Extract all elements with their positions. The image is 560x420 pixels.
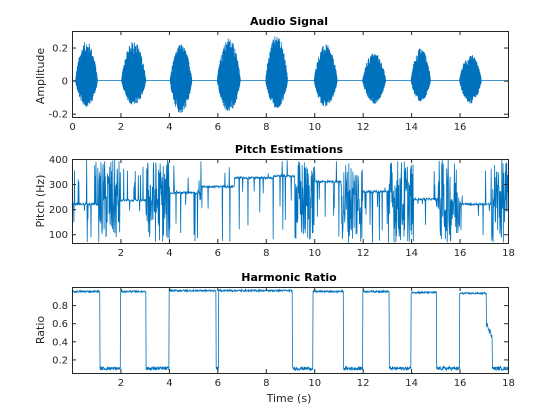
x-tick-label: 14 [405,378,418,389]
audio-burst-3 [169,44,193,114]
pitch-panel: Pitch Estimations Pitch (Hz) 2 4 6 8 10 12 14 1… [34,143,515,259]
audio-signal-panel: Audio Signal Amplitude 0 2 4 6 8 10 12 14 16 -0.2… [34,15,509,133]
x-tick-label: 16 [454,378,467,389]
x-tick-label: 4 [166,248,172,259]
harmonic-ratio-line [71,288,509,372]
pitch-axes-frame [72,159,509,244]
audio-burst-2 [121,42,147,105]
x-tick-label: 10 [308,122,321,133]
y-tick-label: 0 [62,77,68,88]
harmonic-ticks: 2 4 6 8 10 12 14 16 18 0.2 0.4 0.6 0.8 [52,287,515,389]
x-tick-label: 10 [308,378,321,389]
pitch-ticks: 2 4 6 8 10 12 14 16 18 100 200 300 400 [49,155,515,259]
x-tick-label: 18 [502,248,515,259]
x-tick-label: 6 [215,378,221,389]
audio-title: Audio Signal [250,15,328,28]
pitch-title: Pitch Estimations [235,143,344,156]
pitch-ylabel: Pitch (Hz) [34,175,47,228]
x-tick-label: 4 [166,378,172,389]
pitch-traces [71,159,509,243]
audio-burst-8 [410,48,431,102]
audio-ylabel: Amplitude [34,48,47,105]
harmonic-axes-frame [72,287,509,374]
x-tick-label: 14 [405,122,418,133]
x-tick-label: 12 [357,248,370,259]
x-tick-label: 6 [215,248,221,259]
y-tick-label: 0.4 [52,337,68,348]
pitch-series-line [71,159,509,243]
x-tick-label: 14 [405,248,418,259]
audio-axes-frame [72,31,509,118]
harmonic-xlabel: Time (s) [266,392,312,405]
y-tick-label: 400 [49,155,68,166]
audio-burst-5 [265,36,288,109]
audio-burst-9 [459,55,482,104]
harmonic-traces [71,288,509,372]
audio-burst-7 [362,53,387,104]
x-tick-label: 4 [166,122,172,133]
y-tick-label: 300 [49,180,68,191]
x-tick-label: 16 [454,122,467,133]
x-tick-label: 2 [118,122,124,133]
x-tick-label: 2 [118,378,124,389]
audio-ticks: 0 2 4 6 8 10 12 14 16-0.200.2 [48,31,508,133]
y-tick-label: 0.6 [52,319,68,330]
x-tick-label: 18 [502,378,515,389]
audio-burst-1 [75,42,98,108]
audio-burst-6 [313,44,338,107]
y-tick-label: 0.2 [52,355,68,366]
x-tick-label: 2 [118,248,124,259]
x-tick-label: 6 [215,122,221,133]
audio-traces [72,36,508,114]
harmonic-title: Harmonic Ratio [241,271,337,284]
x-tick-label: 8 [263,248,269,259]
harmonic-ylabel: Ratio [34,316,47,345]
y-tick-label: -0.2 [48,110,68,121]
y-tick-label: 100 [49,230,68,241]
x-tick-label: 10 [308,248,321,259]
harmonic-ratio-panel: Harmonic Ratio Ratio 2 4 6 8 10 12 14 16 18 0.2 0.… [34,271,515,405]
x-tick-label: 16 [454,248,467,259]
x-tick-label: 8 [263,122,269,133]
x-tick-label: 0 [69,122,75,133]
x-tick-label: 12 [357,122,370,133]
y-tick-label: 0.8 [52,301,68,312]
audio-burst-4 [216,38,241,111]
y-tick-label: 0.2 [52,44,68,55]
x-tick-label: 8 [263,378,269,389]
y-tick-label: 200 [49,205,68,216]
x-tick-label: 12 [357,378,370,389]
